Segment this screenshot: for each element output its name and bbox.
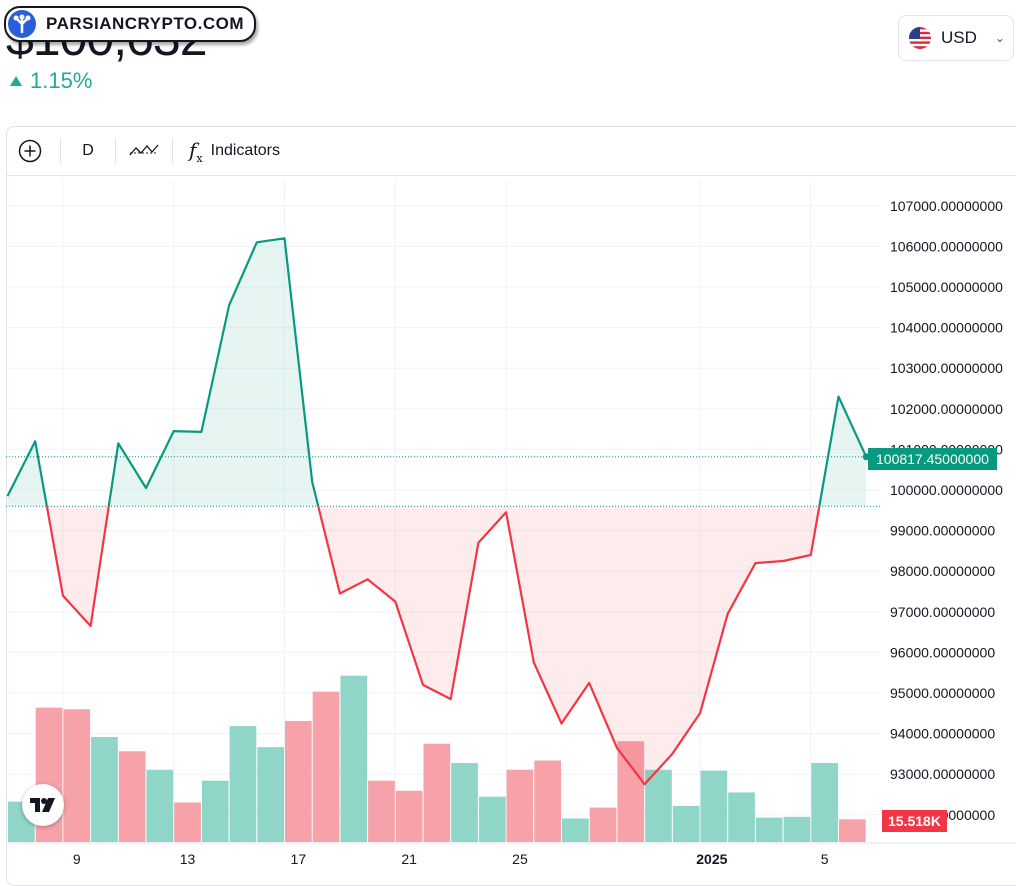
volume-bars	[8, 676, 866, 842]
volume-bar	[147, 770, 174, 842]
interval-button[interactable]: D	[61, 135, 115, 167]
x-tick-label: 25	[512, 851, 528, 867]
watermark-logo-icon	[8, 10, 36, 38]
y-tick-label: 107000.00000000	[890, 198, 1003, 214]
volume-bar	[784, 817, 811, 842]
price-change: 1.15%	[10, 68, 92, 94]
y-tick-label: 95000.00000000	[890, 685, 995, 701]
y-tick-label: 93000.00000000	[890, 766, 995, 782]
x-tick-label: 9	[73, 851, 81, 867]
volume-bar	[63, 709, 90, 842]
change-percent: 1.15%	[30, 68, 92, 94]
indicators-button[interactable]: fx Indicators	[173, 135, 280, 167]
x-tick-label: 13	[180, 851, 196, 867]
volume-bar	[230, 726, 257, 842]
chart-style-button[interactable]	[116, 135, 172, 167]
currency-label: USD	[941, 28, 977, 48]
y-tick-label: 104000.00000000	[890, 320, 1003, 336]
volume-bar	[507, 770, 534, 842]
volume-bar	[839, 819, 866, 842]
volume-bar	[673, 806, 700, 842]
us-flag-icon	[909, 27, 931, 49]
y-axis-labels: 107000.00000000 106000.00000000 105000.000…	[890, 198, 1003, 823]
y-tick-label: 96000.00000000	[890, 644, 995, 660]
indicators-label: Indicators	[211, 142, 280, 160]
volume-bar	[285, 721, 312, 842]
volume-bar	[451, 763, 478, 842]
add-symbol-button[interactable]	[6, 135, 54, 167]
y-tick-label: 99000.00000000	[890, 523, 995, 539]
volume-bar	[756, 818, 783, 842]
x-axis-labels: 9 13 17 21 25 2025 5	[73, 851, 829, 867]
volume-bar	[590, 808, 617, 842]
y-tick-label: 106000.00000000	[890, 238, 1003, 254]
x-tick-label: 17	[291, 851, 307, 867]
volume-bar	[202, 781, 229, 842]
volume-bar	[728, 792, 755, 842]
volume-bar	[701, 771, 728, 842]
tradingview-logo[interactable]	[22, 784, 64, 826]
plus-circle-icon	[18, 139, 42, 163]
volume-bar	[396, 791, 423, 842]
line-style-icon	[128, 141, 160, 161]
x-tick-label: 21	[401, 851, 417, 867]
y-tick-label: 94000.00000000	[890, 726, 995, 742]
volume-bar	[479, 797, 506, 842]
fx-icon: fx	[189, 138, 203, 165]
up-arrow-icon	[10, 76, 22, 86]
volume-bar	[174, 803, 201, 842]
volume-bar	[562, 818, 589, 842]
volume-bar	[534, 761, 561, 842]
volume-bar	[313, 692, 340, 842]
volume-bar	[257, 747, 284, 842]
y-tick-label: 103000.00000000	[890, 360, 1003, 376]
toolbar-divider-line	[6, 175, 1016, 176]
y-tick-label: 100000.00000000	[890, 482, 1003, 498]
watermark-badge: PARSIANCRYPTO.COM	[4, 6, 256, 42]
last-price-label: 100817.45000000	[868, 448, 997, 470]
chevron-down-icon: ⌄	[995, 31, 1005, 45]
y-tick-label: 98000.00000000	[890, 563, 995, 579]
y-tick-label: 102000.00000000	[890, 401, 1003, 417]
y-tick-label: 105000.00000000	[890, 279, 1003, 295]
x-tick-label: 5	[821, 851, 829, 867]
tradingview-logo-icon	[30, 797, 56, 813]
currency-selector[interactable]: USD ⌄	[898, 15, 1014, 61]
volume-bar	[811, 763, 838, 842]
x-tick-label: 2025	[696, 851, 727, 867]
watermark-text: PARSIANCRYPTO.COM	[46, 14, 244, 34]
volume-bar	[368, 781, 395, 842]
volume-bar	[119, 751, 146, 842]
volume-bar	[424, 744, 451, 842]
chart-toolbar: D fx Indicators	[6, 126, 1016, 176]
last-volume-label: 15.518K	[882, 810, 947, 832]
y-tick-label: 97000.00000000	[890, 604, 995, 620]
volume-bar	[91, 737, 118, 842]
price-area-below	[8, 238, 867, 784]
volume-bar	[340, 676, 367, 842]
